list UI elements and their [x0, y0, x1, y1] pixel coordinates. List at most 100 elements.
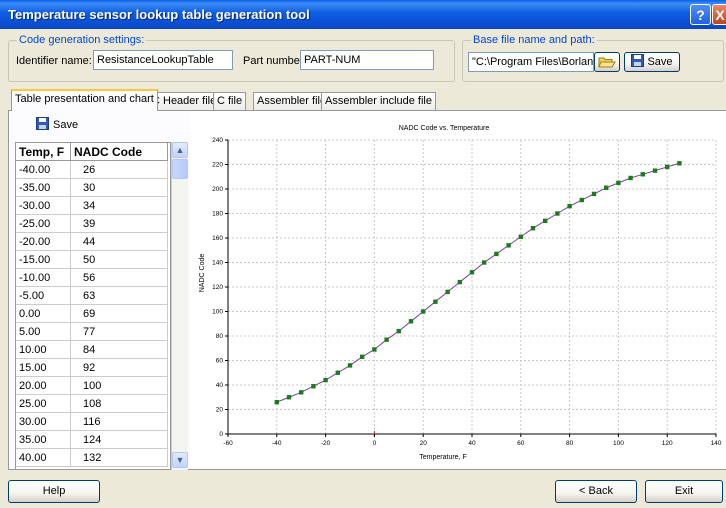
x-tick-label: 40	[468, 440, 476, 447]
cell-nadc-code[interactable]: 116	[70, 412, 168, 431]
cell-nadc-code[interactable]: 39	[70, 214, 168, 233]
cell-temp[interactable]: -20.00	[16, 232, 71, 251]
cell-nadc-code[interactable]: 92	[70, 358, 168, 377]
cell-temp[interactable]: -40.00	[16, 160, 71, 179]
cell-temp[interactable]: 0.00	[16, 304, 71, 323]
column-header-temp[interactable]: Temp, F	[16, 143, 71, 161]
tab-table-presentation-and-chart[interactable]: Table presentation and chart	[11, 89, 158, 111]
cell-nadc-code[interactable]: 108	[70, 394, 168, 413]
scroll-down-icon[interactable]: ▼	[172, 452, 188, 468]
cell-nadc-code[interactable]: 56	[70, 268, 168, 287]
cell-temp[interactable]: -25.00	[16, 214, 71, 233]
y-tick-label: 200	[212, 186, 223, 193]
table-row[interactable]: 35.00 124	[16, 430, 168, 449]
table-row[interactable]: -5.00 63	[16, 286, 168, 305]
code-generation-settings-group: Code generation settings:	[8, 34, 455, 82]
exit-button-label: Exit	[674, 485, 694, 497]
table-row[interactable]: 25.00 108	[16, 394, 168, 413]
data-point	[628, 175, 633, 181]
series-line	[276, 162, 680, 403]
table-row[interactable]: -15.00 50	[16, 250, 168, 269]
cell-nadc-code[interactable]: 100	[70, 376, 168, 395]
browse-button[interactable]	[594, 52, 620, 72]
base-file-save-button[interactable]: Save	[624, 52, 680, 72]
cell-nadc-code[interactable]: 84	[70, 340, 168, 359]
window-title: Temperature sensor lookup table generati…	[8, 7, 310, 22]
cell-temp[interactable]: 30.00	[16, 412, 71, 431]
data-point	[299, 390, 304, 395]
chart-xlabel: Temperature, F	[419, 454, 466, 461]
cell-nadc-code[interactable]: 26	[70, 160, 168, 179]
data-point	[335, 370, 340, 375]
table-row[interactable]: -25.00 39	[16, 214, 168, 233]
base-file-path-input[interactable]: "C:\Program Files\Borland\	[468, 52, 594, 72]
cell-nadc-code[interactable]: 132	[70, 448, 168, 467]
table-row[interactable]: 15.00 92	[16, 358, 168, 377]
tab-c-header-file[interactable]: C Header file	[148, 92, 221, 110]
x-tick-label: 60	[517, 440, 525, 447]
cell-nadc-code[interactable]: 34	[70, 196, 168, 215]
y-tick-label: 240	[212, 137, 223, 144]
x-tick-label: 20	[420, 440, 428, 447]
table-row[interactable]: 40.00 132	[16, 448, 168, 467]
data-point	[616, 180, 621, 186]
table-save-button[interactable]: Save	[36, 117, 78, 135]
scroll-up-icon[interactable]: ▲	[172, 142, 188, 158]
table-row[interactable]: 10.00 84	[16, 340, 168, 359]
cell-temp[interactable]: 15.00	[16, 358, 71, 377]
cell-temp[interactable]: -35.00	[16, 178, 71, 197]
cell-nadc-code[interactable]: 77	[70, 322, 168, 341]
cell-temp[interactable]: 35.00	[16, 430, 71, 449]
cell-temp[interactable]: 10.00	[16, 340, 71, 359]
cell-nadc-code[interactable]: 44	[70, 232, 168, 251]
cell-nadc-code[interactable]: 69	[70, 304, 168, 323]
data-point	[482, 260, 487, 265]
cell-nadc-code[interactable]: 30	[70, 178, 168, 197]
close-icon[interactable]: X	[712, 4, 726, 25]
help-button[interactable]: Help	[8, 480, 100, 503]
table-row[interactable]: 20.00 100	[16, 376, 168, 395]
tab-assembler-include-file[interactable]: Assembler include file	[321, 92, 436, 110]
cell-temp[interactable]: -15.00	[16, 250, 71, 269]
back-button[interactable]: < Back	[555, 480, 637, 503]
cell-nadc-code[interactable]: 124	[70, 430, 168, 449]
cell-temp[interactable]: 20.00	[16, 376, 71, 395]
scroll-thumb[interactable]	[172, 159, 188, 179]
table-row[interactable]: 5.00 77	[16, 322, 168, 341]
cell-temp[interactable]: -30.00	[16, 196, 71, 215]
table-row[interactable]: 30.00 116	[16, 412, 168, 431]
data-point	[677, 161, 682, 166]
chart-area: NADC Code vs. Temperature Temperature, F…	[191, 111, 726, 469]
cell-nadc-code[interactable]: 63	[70, 286, 168, 305]
nadc-code-chart: NADC Code vs. Temperature Temperature, F…	[199, 125, 722, 461]
table-row[interactable]: -20.00 44	[16, 232, 168, 251]
table-row[interactable]: -10.00 56	[16, 268, 168, 287]
table-scrollbar[interactable]: ▲ ▼	[171, 142, 188, 470]
x-tick-label: 0	[373, 440, 377, 447]
data-point	[567, 203, 572, 209]
data-point	[652, 168, 658, 173]
tab-assembler-file[interactable]: Assembler file	[253, 92, 331, 110]
data-point	[445, 289, 450, 295]
floppy-disk-icon	[36, 117, 49, 130]
table-row[interactable]: -40.00 26	[16, 160, 168, 179]
table-row[interactable]: -30.00 34	[16, 196, 168, 215]
exit-button[interactable]: Exit	[645, 480, 723, 503]
help-icon[interactable]: ?	[690, 4, 711, 25]
cell-temp[interactable]: 40.00	[16, 448, 71, 467]
data-point	[323, 377, 328, 383]
cell-temp[interactable]: -5.00	[16, 286, 71, 305]
tab-c-file[interactable]: C file	[213, 92, 247, 110]
identifier-name-input[interactable]: ResistanceLookupTable	[93, 50, 233, 70]
data-point	[396, 328, 401, 334]
cell-temp[interactable]: 25.00	[16, 394, 71, 413]
cell-temp[interactable]: 5.00	[16, 322, 71, 341]
y-tick-label: 60	[216, 358, 224, 365]
table-row[interactable]: -35.00 30	[16, 178, 168, 197]
cell-temp[interactable]: -10.00	[16, 268, 71, 287]
x-tick-label: 100	[613, 440, 624, 447]
table-row[interactable]: 0.00 69	[16, 304, 168, 323]
part-number-input[interactable]: PART-NUM	[300, 50, 434, 70]
column-header-nadc-code[interactable]: NADC Code	[70, 143, 168, 161]
cell-nadc-code[interactable]: 50	[70, 250, 168, 269]
